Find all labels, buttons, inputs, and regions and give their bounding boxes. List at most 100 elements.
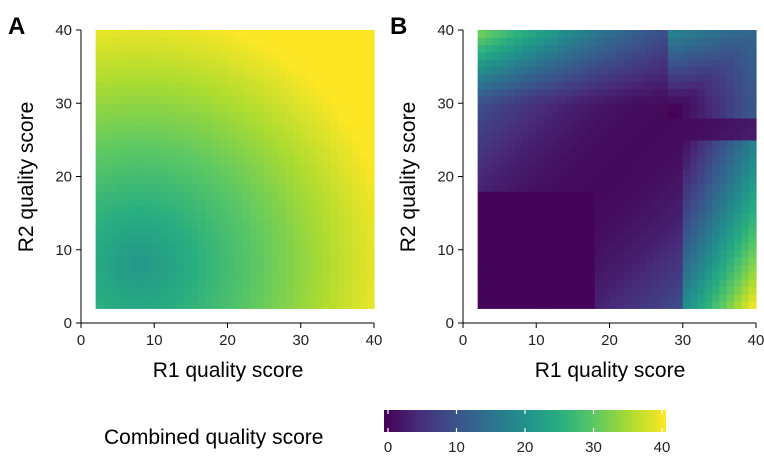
heatmap-cell [322, 271, 331, 280]
heatmap-cell [227, 213, 236, 222]
heatmap-cell [286, 30, 295, 38]
heatmap-cell [227, 161, 236, 170]
heatmap-cell [682, 125, 691, 134]
heatmap-cell [492, 176, 501, 185]
heatmap-cell [102, 103, 111, 112]
heatmap-cell [308, 271, 316, 280]
heatmap-cell [322, 235, 331, 244]
heatmap-cell [638, 125, 647, 134]
heatmap-cell [117, 293, 126, 302]
heatmap-cell [212, 176, 221, 185]
heatmap-cell [602, 154, 611, 163]
heatmap-cell [161, 176, 170, 185]
heatmap-cell [719, 103, 728, 112]
heatmap-cell [521, 264, 530, 273]
heatmap-cell [198, 154, 207, 163]
heatmap-cell [161, 139, 170, 148]
heatmap-cell [168, 73, 177, 82]
heatmap-cell [748, 103, 757, 112]
heatmap-cell [315, 198, 324, 207]
heatmap-cell [726, 147, 735, 156]
heatmap-cell [668, 161, 677, 170]
heatmap-cell [638, 73, 647, 82]
heatmap-cell [609, 95, 618, 104]
heatmap-cell [234, 235, 243, 244]
heatmap-cell [161, 213, 170, 222]
heatmap-cell [132, 198, 141, 207]
heatmap-cell [220, 169, 229, 178]
heatmap-cell [330, 227, 338, 236]
heatmap-cell [366, 227, 375, 236]
heatmap-cell [249, 117, 258, 126]
heatmap-cell [492, 161, 501, 170]
heatmap-cell [572, 271, 581, 280]
heatmap-cell [543, 103, 552, 112]
heatmap-cell [359, 125, 368, 134]
heatmap-cell [132, 286, 141, 295]
heatmap-cell [697, 125, 706, 134]
heatmap-cell [344, 81, 353, 90]
heatmap-cell [205, 176, 214, 185]
heatmap-cell [161, 66, 170, 75]
heatmap-cell [499, 37, 508, 46]
heatmap-cell [286, 249, 295, 258]
heatmap-cell [638, 286, 647, 295]
heatmap-cell [543, 154, 552, 163]
heatmap-cell [330, 257, 338, 265]
heatmap-cell [646, 103, 655, 112]
heatmap-cell [271, 286, 280, 295]
heatmap-cell [198, 81, 207, 90]
heatmap-cell [190, 30, 199, 38]
heatmap-cell [668, 183, 677, 192]
heatmap-cell [616, 88, 625, 97]
heatmap-cell [741, 169, 750, 178]
heatmap-cell [653, 205, 662, 214]
heatmap-cell [528, 220, 537, 229]
heatmap-cell [102, 235, 111, 244]
heatmap-cell [697, 264, 706, 273]
heatmap-cell [124, 191, 133, 200]
heatmap-cell [161, 286, 170, 295]
heatmap-cell [359, 205, 368, 214]
heatmap-cell [212, 220, 221, 229]
heatmap-cell [484, 30, 493, 38]
heatmap-cell [631, 73, 640, 82]
heatmap-cell [499, 110, 508, 119]
heatmap-cell [726, 293, 735, 302]
heatmap-cell [330, 117, 338, 126]
heatmap-cell [300, 81, 309, 90]
heatmap-cell [580, 205, 589, 214]
heatmap-cell [594, 117, 603, 126]
heatmap-cell [176, 51, 185, 60]
heatmap-cell [205, 279, 214, 287]
heatmap-cell [300, 110, 309, 119]
heatmap-cell [506, 169, 515, 178]
heatmap-cell [638, 271, 647, 280]
heatmap-cell [587, 169, 596, 178]
heatmap-cell [675, 301, 684, 309]
heatmap-cell [638, 59, 647, 68]
heatmap-cell [183, 139, 192, 148]
heatmap-cell [638, 103, 647, 112]
heatmap-cell [205, 81, 214, 90]
heatmap-cell [256, 198, 265, 207]
heatmap-cell [690, 147, 698, 156]
heatmap-cell [521, 257, 530, 265]
heatmap-cell [132, 183, 141, 192]
heatmap-cell [682, 257, 691, 265]
heatmap-cell [124, 257, 133, 265]
heatmap-cell [484, 103, 493, 112]
heatmap-cell [176, 235, 185, 244]
heatmap-cell [594, 176, 603, 185]
heatmap-cell [594, 220, 603, 229]
heatmap-cell [205, 147, 214, 156]
heatmap-cell [110, 117, 119, 126]
heatmap-cell [712, 88, 720, 97]
heatmap-cell [117, 271, 126, 280]
heatmap-cell [322, 198, 331, 207]
heatmap-cell [205, 125, 214, 134]
heatmap-cell [719, 205, 728, 214]
heatmap-cell [550, 95, 559, 104]
heatmap-cell [154, 59, 163, 68]
heatmap-cell [550, 44, 559, 53]
